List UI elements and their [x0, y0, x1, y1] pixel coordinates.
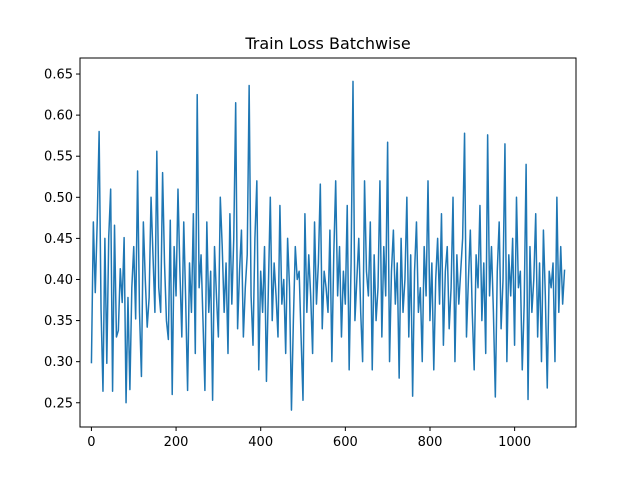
- plot-frame: [79, 57, 577, 428]
- y-axis: 0.25 0.30 0.35 0.40 0.45 0.50 0.55 0.60 0.65: [44, 68, 80, 411]
- y-tick-label: 0.50: [44, 191, 73, 206]
- y-tick-label: 0.30: [44, 355, 73, 370]
- y-tick-label: 0.25: [44, 396, 73, 411]
- y-tick-label: 0.40: [44, 273, 73, 288]
- x-tick-label: 200: [164, 435, 189, 450]
- y-tick-label: 0.55: [44, 150, 73, 165]
- y-tick-label: 0.60: [44, 109, 73, 124]
- chart-title: Train Loss Batchwise: [244, 34, 410, 53]
- y-tick-label: 0.35: [44, 314, 73, 329]
- x-tick-label: 800: [418, 435, 443, 450]
- x-tick-label: 400: [248, 435, 273, 450]
- x-tick-label: 600: [333, 435, 358, 450]
- x-tick-label: 0: [87, 435, 95, 450]
- y-tick-label: 0.45: [44, 232, 73, 247]
- x-tick-label: 1000: [498, 435, 531, 450]
- y-tick-label: 0.65: [44, 68, 73, 83]
- series-line: [90, 80, 566, 411]
- plot-line-group: [90, 80, 566, 411]
- x-axis: 0 200 400 600 800 1000: [87, 427, 531, 450]
